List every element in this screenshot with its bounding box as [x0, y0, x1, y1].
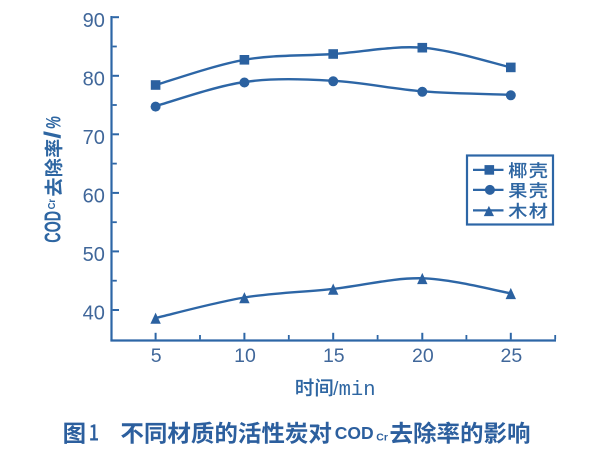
svg-text:/: / [40, 130, 66, 139]
svg-text:90: 90 [83, 10, 105, 32]
svg-text:Cr: Cr [46, 199, 58, 210]
svg-text:%: % [42, 116, 66, 129]
svg-text:min: min [339, 379, 376, 402]
svg-text:50: 50 [83, 244, 105, 266]
svg-text:80: 80 [83, 68, 105, 90]
svg-text:20: 20 [412, 345, 434, 367]
svg-text:25: 25 [501, 345, 523, 367]
svg-text:5: 5 [151, 345, 162, 367]
svg-text:40: 40 [83, 303, 105, 325]
svg-text:COD: COD [335, 423, 374, 443]
svg-text:70: 70 [83, 127, 105, 149]
svg-text:15: 15 [323, 345, 345, 367]
svg-text:Cr: Cr [376, 432, 388, 444]
svg-text:10: 10 [234, 345, 256, 367]
svg-text:60: 60 [83, 186, 105, 208]
svg-text:COD: COD [40, 211, 66, 243]
svg-text:/: / [333, 379, 339, 400]
